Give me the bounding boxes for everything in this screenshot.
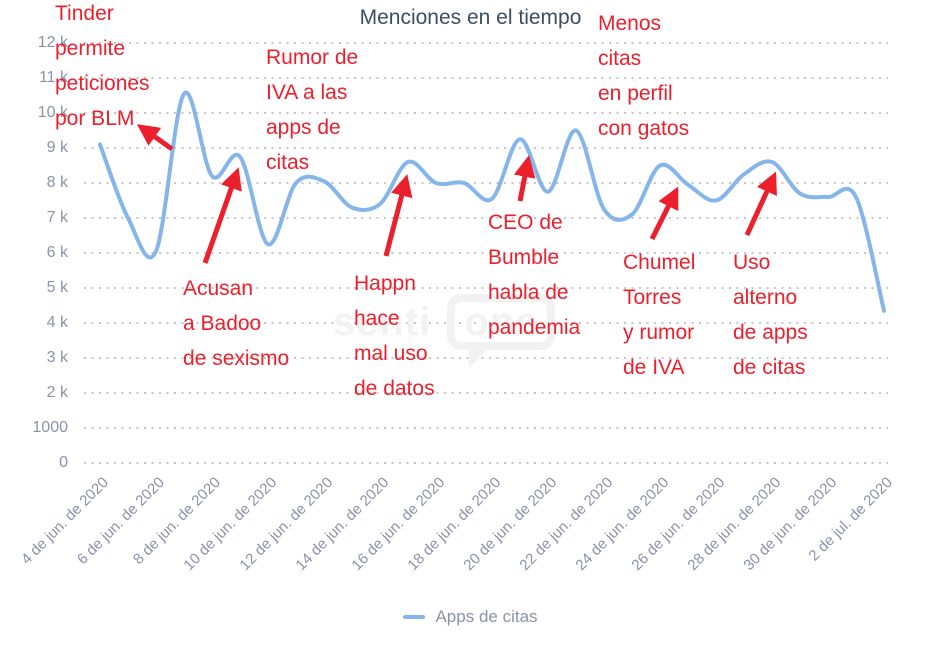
annotation-line: Acusan — [183, 277, 254, 300]
y-axis-label: 4 k — [46, 314, 68, 331]
series-line-apps-de-citas — [98, 90, 886, 313]
chart-title: Menciones en el tiempo — [359, 6, 582, 29]
annotation-line: CEO de — [488, 211, 563, 234]
annotation-arrow-chumel-torres-iva — [649, 186, 679, 241]
annotation-line: Rumor de — [266, 46, 359, 69]
y-axis-label: 3 k — [46, 349, 68, 366]
annotation-arrow-ceo-bumble — [513, 155, 536, 202]
annotation-line: por BLM — [55, 107, 135, 130]
annotation-line: alterno — [733, 286, 798, 309]
annotation-line: peticiones — [55, 72, 150, 95]
annotation-ceo-bumble: CEO de Bumble habla de pandemia — [488, 205, 580, 345]
annotation-line: de apps — [733, 321, 808, 344]
annotation-line: pandemia — [488, 316, 581, 339]
annotation-line: Happn — [354, 272, 416, 295]
annotation-line: de IVA — [623, 356, 685, 379]
annotation-acusan-badoo: Acusan a Badoo de sexismo — [183, 271, 289, 376]
y-axis-label: 11 k — [38, 69, 68, 86]
annotation-line: de sexismo — [183, 347, 290, 370]
y-axis-label: 1000 — [32, 419, 68, 436]
y-axis-label: 0 — [59, 454, 68, 471]
annotation-line: Torres — [623, 286, 682, 309]
y-axis-label: 7 k — [46, 209, 68, 226]
watermark-text: senti — [333, 299, 432, 344]
y-axis-label: 8 k — [46, 174, 68, 191]
annotation-line: mal uso — [354, 342, 428, 365]
annotation-line: citas — [266, 151, 310, 174]
annotation-line: habla de — [488, 281, 569, 304]
annotation-line: hace — [354, 307, 400, 330]
y-axis-label: 9 k — [46, 139, 68, 156]
annotation-line: apps de — [266, 116, 341, 139]
legend-item-apps-de-citas[interactable]: Apps de citas — [0, 607, 941, 627]
annotation-arrow-happn-datos — [383, 174, 413, 257]
y-axis-label: 12 k — [37, 34, 68, 51]
speech-bubble-icon: one — [447, 294, 556, 368]
annotation-line: Chumel — [623, 251, 696, 274]
annotation-line: IVA a las — [266, 81, 348, 104]
y-axis-label: 6 k — [46, 244, 68, 261]
annotation-happn-datos: Happn hace mal uso de datos — [354, 266, 435, 406]
annotation-menos-citas-gatos: Menos citas en perfil con gatos — [598, 6, 689, 146]
annotation-line: de datos — [354, 377, 435, 400]
annotation-line: Menos — [598, 12, 662, 35]
annotation-line: citas — [598, 47, 642, 70]
annotation-line: en perfil — [598, 82, 673, 105]
annotation-tinder-blm: Tinder permite peticiones por BLM — [55, 0, 150, 136]
annotation-line: Bumble — [488, 246, 560, 269]
annotation-arrow-acusan-badoo — [202, 167, 242, 264]
annotation-line: de citas — [733, 356, 806, 379]
annotation-rumor-iva: Rumor de IVA a las apps de citas — [266, 40, 358, 180]
annotation-arrow-tinder-blm — [136, 124, 174, 152]
annotation-chumel-torres-iva: Chumel Torres y rumor de IVA — [623, 245, 695, 385]
y-axis-label: 2 k — [46, 384, 68, 401]
sentione-watermark: senti one — [333, 294, 556, 368]
annotation-line: y rumor — [623, 321, 695, 344]
annotation-line: Tinder — [55, 2, 114, 25]
legend-line-icon — [403, 615, 426, 619]
annotation-line: con gatos — [598, 117, 690, 140]
annotation-arrow-uso-alterno — [744, 171, 777, 237]
legend-label: Apps de citas — [435, 607, 538, 626]
annotation-uso-alterno: Uso alterno de apps de citas — [733, 245, 808, 385]
y-axis-label: 5 k — [46, 279, 68, 296]
annotation-line: a Badoo — [183, 312, 262, 335]
annotation-line: permite — [55, 37, 126, 60]
annotation-line: Uso — [733, 251, 771, 274]
y-axis-label: 10 k — [37, 104, 68, 121]
